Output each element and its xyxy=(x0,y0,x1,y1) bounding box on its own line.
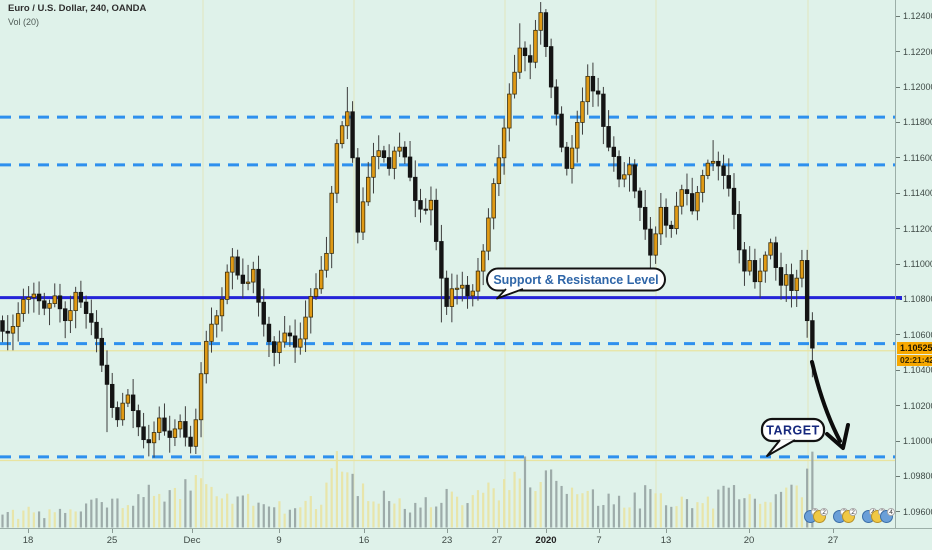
support-resistance-label: Support & Resistance Level xyxy=(493,273,658,287)
price-tick-mark xyxy=(896,405,900,407)
price-tick-label: 1.12000 xyxy=(903,82,932,92)
chart-legend: Euro / U.S. Dollar, 240, OANDA Vol (20) xyxy=(8,3,146,27)
price-tick-mark xyxy=(896,228,900,230)
price-tick-label: 1.12400 xyxy=(903,11,932,22)
trend-arrow[interactable] xyxy=(810,360,850,450)
price-tick-mark xyxy=(896,192,900,194)
reaction-count-badge: 2 xyxy=(820,508,828,516)
support-resistance-callout[interactable]: Support & Resistance Level xyxy=(486,267,666,300)
price-tick-label: 1.11800 xyxy=(903,117,932,128)
time-tick-label: 27 xyxy=(827,535,839,546)
blue-line-axis-tick xyxy=(896,295,902,300)
current-price-label: 1.10525 xyxy=(897,342,932,355)
price-tick-mark xyxy=(896,263,900,265)
time-tick-label: 27 xyxy=(491,535,503,546)
target-callout[interactable]: TARGET xyxy=(760,417,826,457)
symbol-title[interactable]: Euro / U.S. Dollar, 240, OANDA xyxy=(8,3,147,14)
price-tick-label: 1.11400 xyxy=(903,188,932,199)
price-tick-label: 1.11200 xyxy=(903,223,932,234)
emoji-reactions[interactable]: 2222424 xyxy=(804,508,895,526)
emoji-reaction-cluster[interactable]: 22 xyxy=(804,508,828,526)
time-tick-label: 9 xyxy=(276,535,282,546)
time-tick-label: 7 xyxy=(596,535,602,546)
time-tick-label: Dec xyxy=(183,535,201,546)
target-label: TARGET xyxy=(766,424,819,438)
time-tick-label: 18 xyxy=(22,535,34,546)
time-tick-mark xyxy=(599,529,600,533)
time-tick-mark xyxy=(192,529,193,533)
price-tick-mark xyxy=(896,86,900,88)
bar-countdown-label: 02:21:42 xyxy=(897,354,932,366)
emoji-icon[interactable]: 4 xyxy=(880,508,895,523)
price-tick-label: 1.11600 xyxy=(903,152,932,163)
price-tick-label: 1.12200 xyxy=(903,46,932,57)
emoji-icon[interactable]: 2 xyxy=(813,508,828,523)
time-tick-mark xyxy=(28,529,29,533)
time-tick-mark xyxy=(364,529,365,533)
emoji-reaction-cluster[interactable]: 22 xyxy=(833,508,857,526)
price-tick-label: 1.10600 xyxy=(903,329,932,340)
emoji-icon[interactable]: 2 xyxy=(842,508,857,523)
yellow-underlay-lines xyxy=(0,350,895,462)
price-tick-mark xyxy=(896,334,900,336)
price-tick-mark xyxy=(896,369,900,371)
reaction-count-badge: 4 xyxy=(887,508,895,516)
price-tick-label: 1.09800 xyxy=(903,471,932,482)
price-tick-mark xyxy=(896,475,900,477)
price-tick-mark xyxy=(896,511,900,513)
time-tick-mark xyxy=(546,529,547,533)
time-tick-label: 25 xyxy=(106,535,118,546)
price-tick-label: 1.10800 xyxy=(903,294,932,305)
vertical-gridlines xyxy=(202,0,809,528)
time-tick-label: 23 xyxy=(441,535,453,546)
time-tick-mark xyxy=(666,529,667,533)
time-tick-mark xyxy=(112,529,113,533)
price-tick-label: 1.09600 xyxy=(903,506,932,517)
price-tick-mark xyxy=(896,15,900,17)
price-tick-mark xyxy=(896,51,900,53)
time-tick-label: 13 xyxy=(660,535,672,546)
price-tick-mark xyxy=(896,121,900,123)
price-tick-mark xyxy=(896,440,900,442)
time-tick-mark xyxy=(749,529,750,533)
price-tick-label: 1.10000 xyxy=(903,436,932,446)
volume-series xyxy=(1,451,814,528)
time-tick-mark xyxy=(279,529,280,533)
candlestick-series xyxy=(0,2,815,458)
price-tick-label: 1.10200 xyxy=(903,400,932,411)
price-tick-mark xyxy=(896,157,900,159)
time-tick-label: 2020 xyxy=(535,535,557,546)
time-tick-label: 20 xyxy=(743,535,755,546)
time-tick-mark xyxy=(833,529,834,533)
time-tick-mark xyxy=(497,529,498,533)
price-tick-mark xyxy=(896,298,900,300)
price-tick-label: 1.10400 xyxy=(903,365,932,376)
volume-indicator-label[interactable]: Vol (20) xyxy=(8,17,40,27)
time-tick-label: 16 xyxy=(358,535,370,546)
time-axis[interactable]: 18 25 Dec 9 16 23 27 2020 7 13 20 27 xyxy=(0,528,932,550)
price-axis[interactable]: 1.10525 02:21:42 1.12400 1.12200 1.12000 1.… xyxy=(895,0,932,528)
price-tick-label: 1.11000 xyxy=(903,259,932,269)
emoji-reaction-cluster[interactable]: 424 xyxy=(862,508,895,526)
reaction-count-badge: 2 xyxy=(849,508,857,516)
time-tick-mark xyxy=(447,529,448,533)
